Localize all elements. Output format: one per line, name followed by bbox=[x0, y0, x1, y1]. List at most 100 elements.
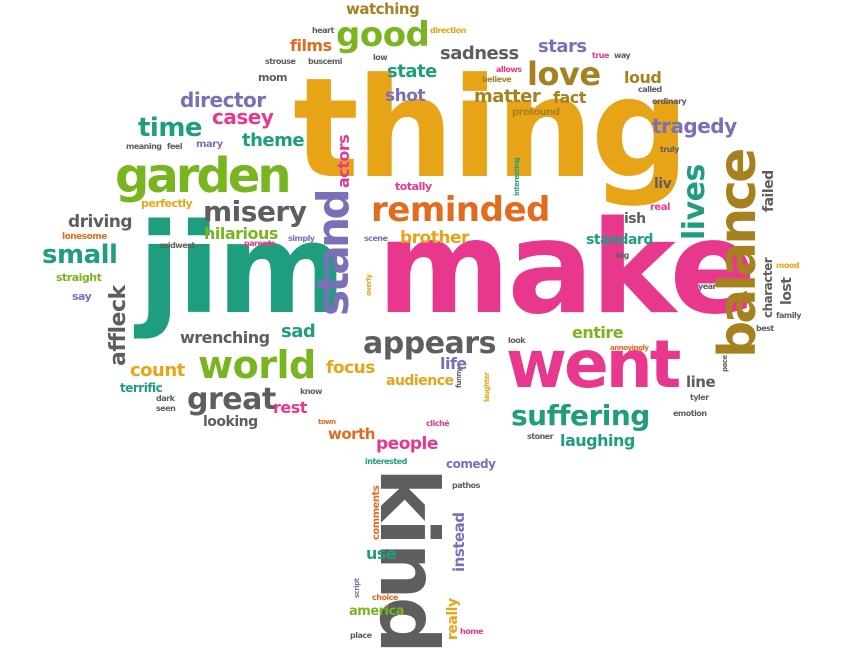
word-small: small bbox=[42, 240, 118, 270]
word-failed: failed bbox=[761, 170, 777, 212]
word-terrific: terrific bbox=[120, 381, 163, 395]
word-meaning: meaning bbox=[126, 142, 162, 151]
word-theme: theme bbox=[242, 130, 305, 151]
word-town: town bbox=[318, 418, 336, 426]
word-misery: misery bbox=[203, 195, 307, 228]
word-great: great bbox=[187, 382, 276, 417]
word-ordinary: ordinary bbox=[652, 97, 687, 106]
word-way: way bbox=[614, 51, 631, 60]
word-shot: shot bbox=[385, 86, 426, 106]
word-standard: standard bbox=[586, 232, 653, 248]
word-tyler: tyler bbox=[690, 393, 709, 402]
word-time: time bbox=[138, 113, 203, 143]
word-sad: sad bbox=[281, 321, 316, 342]
word-stars: stars bbox=[538, 36, 587, 57]
word-laughing: laughing bbox=[560, 431, 635, 450]
word-dark: dark bbox=[156, 394, 175, 403]
word-lost: lost bbox=[779, 277, 795, 305]
word-films: films bbox=[290, 36, 332, 55]
word-believe: believe bbox=[482, 75, 512, 84]
word-jim: jim bbox=[138, 198, 346, 342]
word-focus: focus bbox=[326, 358, 375, 378]
word-direction: direction bbox=[430, 26, 466, 35]
word-lives: lives bbox=[677, 164, 712, 240]
word-appears: appears bbox=[363, 326, 496, 361]
word-lonesome: lonesome bbox=[62, 232, 107, 242]
word-watching: watching bbox=[346, 0, 420, 18]
word-good: good bbox=[336, 15, 430, 55]
word-best: best bbox=[756, 324, 774, 333]
word-called: called bbox=[638, 85, 662, 94]
word-totally: totally bbox=[395, 180, 432, 193]
word-simply: simply bbox=[288, 234, 315, 243]
word-matter: matter bbox=[474, 86, 541, 107]
word-allows: allows bbox=[496, 65, 522, 74]
word-tragedy: tragedy bbox=[652, 114, 737, 138]
word-place: place bbox=[350, 631, 372, 640]
word-worth: worth bbox=[328, 425, 375, 443]
word-home: home bbox=[460, 627, 483, 636]
word-brother: brother bbox=[400, 228, 469, 248]
word-cliche: cliché bbox=[426, 419, 450, 428]
word-comments: comments bbox=[371, 485, 382, 540]
word-real: real bbox=[650, 202, 670, 213]
word-thing: thing bbox=[293, 48, 690, 209]
word-heart: heart bbox=[312, 26, 334, 35]
word-really: really bbox=[445, 598, 461, 640]
word-look: look bbox=[508, 336, 526, 345]
word-comedy: comedy bbox=[446, 457, 496, 471]
word-stoner: stoner bbox=[527, 432, 554, 441]
word-year: year bbox=[698, 282, 716, 291]
word-character: character bbox=[761, 257, 775, 318]
word-profound: profound bbox=[512, 107, 560, 118]
word-line: line bbox=[686, 373, 716, 391]
word-affleck: affleck bbox=[106, 285, 131, 366]
word-rest: rest bbox=[273, 398, 307, 417]
word-interested: interested bbox=[365, 457, 407, 466]
word-loud: loud bbox=[624, 68, 662, 87]
word-casey: casey bbox=[212, 105, 274, 129]
word-america: america bbox=[349, 604, 404, 619]
word-choice: choice bbox=[372, 593, 398, 602]
word-fact: fact bbox=[553, 88, 586, 107]
word-actors: actors bbox=[334, 134, 353, 188]
word-pathos: pathos bbox=[452, 481, 480, 490]
word-midwest: midwest bbox=[160, 241, 195, 250]
word-say: say bbox=[72, 290, 92, 303]
word-parents: parents bbox=[244, 239, 276, 248]
word-straight: straight bbox=[56, 271, 102, 284]
word-hilarious: hilarious bbox=[204, 224, 278, 243]
word-perfectly: perfectly bbox=[141, 197, 193, 210]
word-world: world bbox=[198, 343, 316, 387]
word-overly: overly bbox=[365, 274, 373, 296]
word-state: state bbox=[387, 61, 437, 82]
word-director: director bbox=[180, 88, 266, 112]
word-script: script bbox=[353, 578, 361, 598]
word-funny: funny bbox=[455, 367, 463, 388]
word-sadness: sadness bbox=[440, 43, 519, 64]
word-life: life bbox=[440, 354, 467, 373]
word-garden: garden bbox=[115, 148, 292, 204]
word-suffering: suffering bbox=[511, 399, 650, 432]
word-count: count bbox=[130, 360, 185, 381]
word-ish: ish bbox=[624, 211, 646, 227]
word-buscemi: buscemi bbox=[308, 57, 342, 66]
word-driving: driving bbox=[68, 212, 133, 232]
word-strouse: strouse bbox=[265, 57, 296, 66]
word-scene: scene bbox=[364, 234, 388, 243]
word-family: family bbox=[776, 311, 801, 320]
word-went: went bbox=[506, 326, 681, 403]
word-liv: liv bbox=[654, 176, 672, 192]
word-reminded: reminded bbox=[371, 190, 550, 230]
word-true: true bbox=[592, 51, 609, 60]
word-big: big bbox=[616, 251, 629, 260]
word-love: love bbox=[527, 55, 601, 93]
word-pace: pace bbox=[721, 355, 729, 372]
word-make: make bbox=[377, 194, 756, 343]
word-people: people bbox=[376, 434, 438, 454]
word-instead: instead bbox=[450, 512, 468, 572]
word-looking: looking bbox=[203, 414, 258, 430]
word-interesting: interesting bbox=[513, 157, 521, 196]
word-feel: feel bbox=[167, 142, 183, 151]
